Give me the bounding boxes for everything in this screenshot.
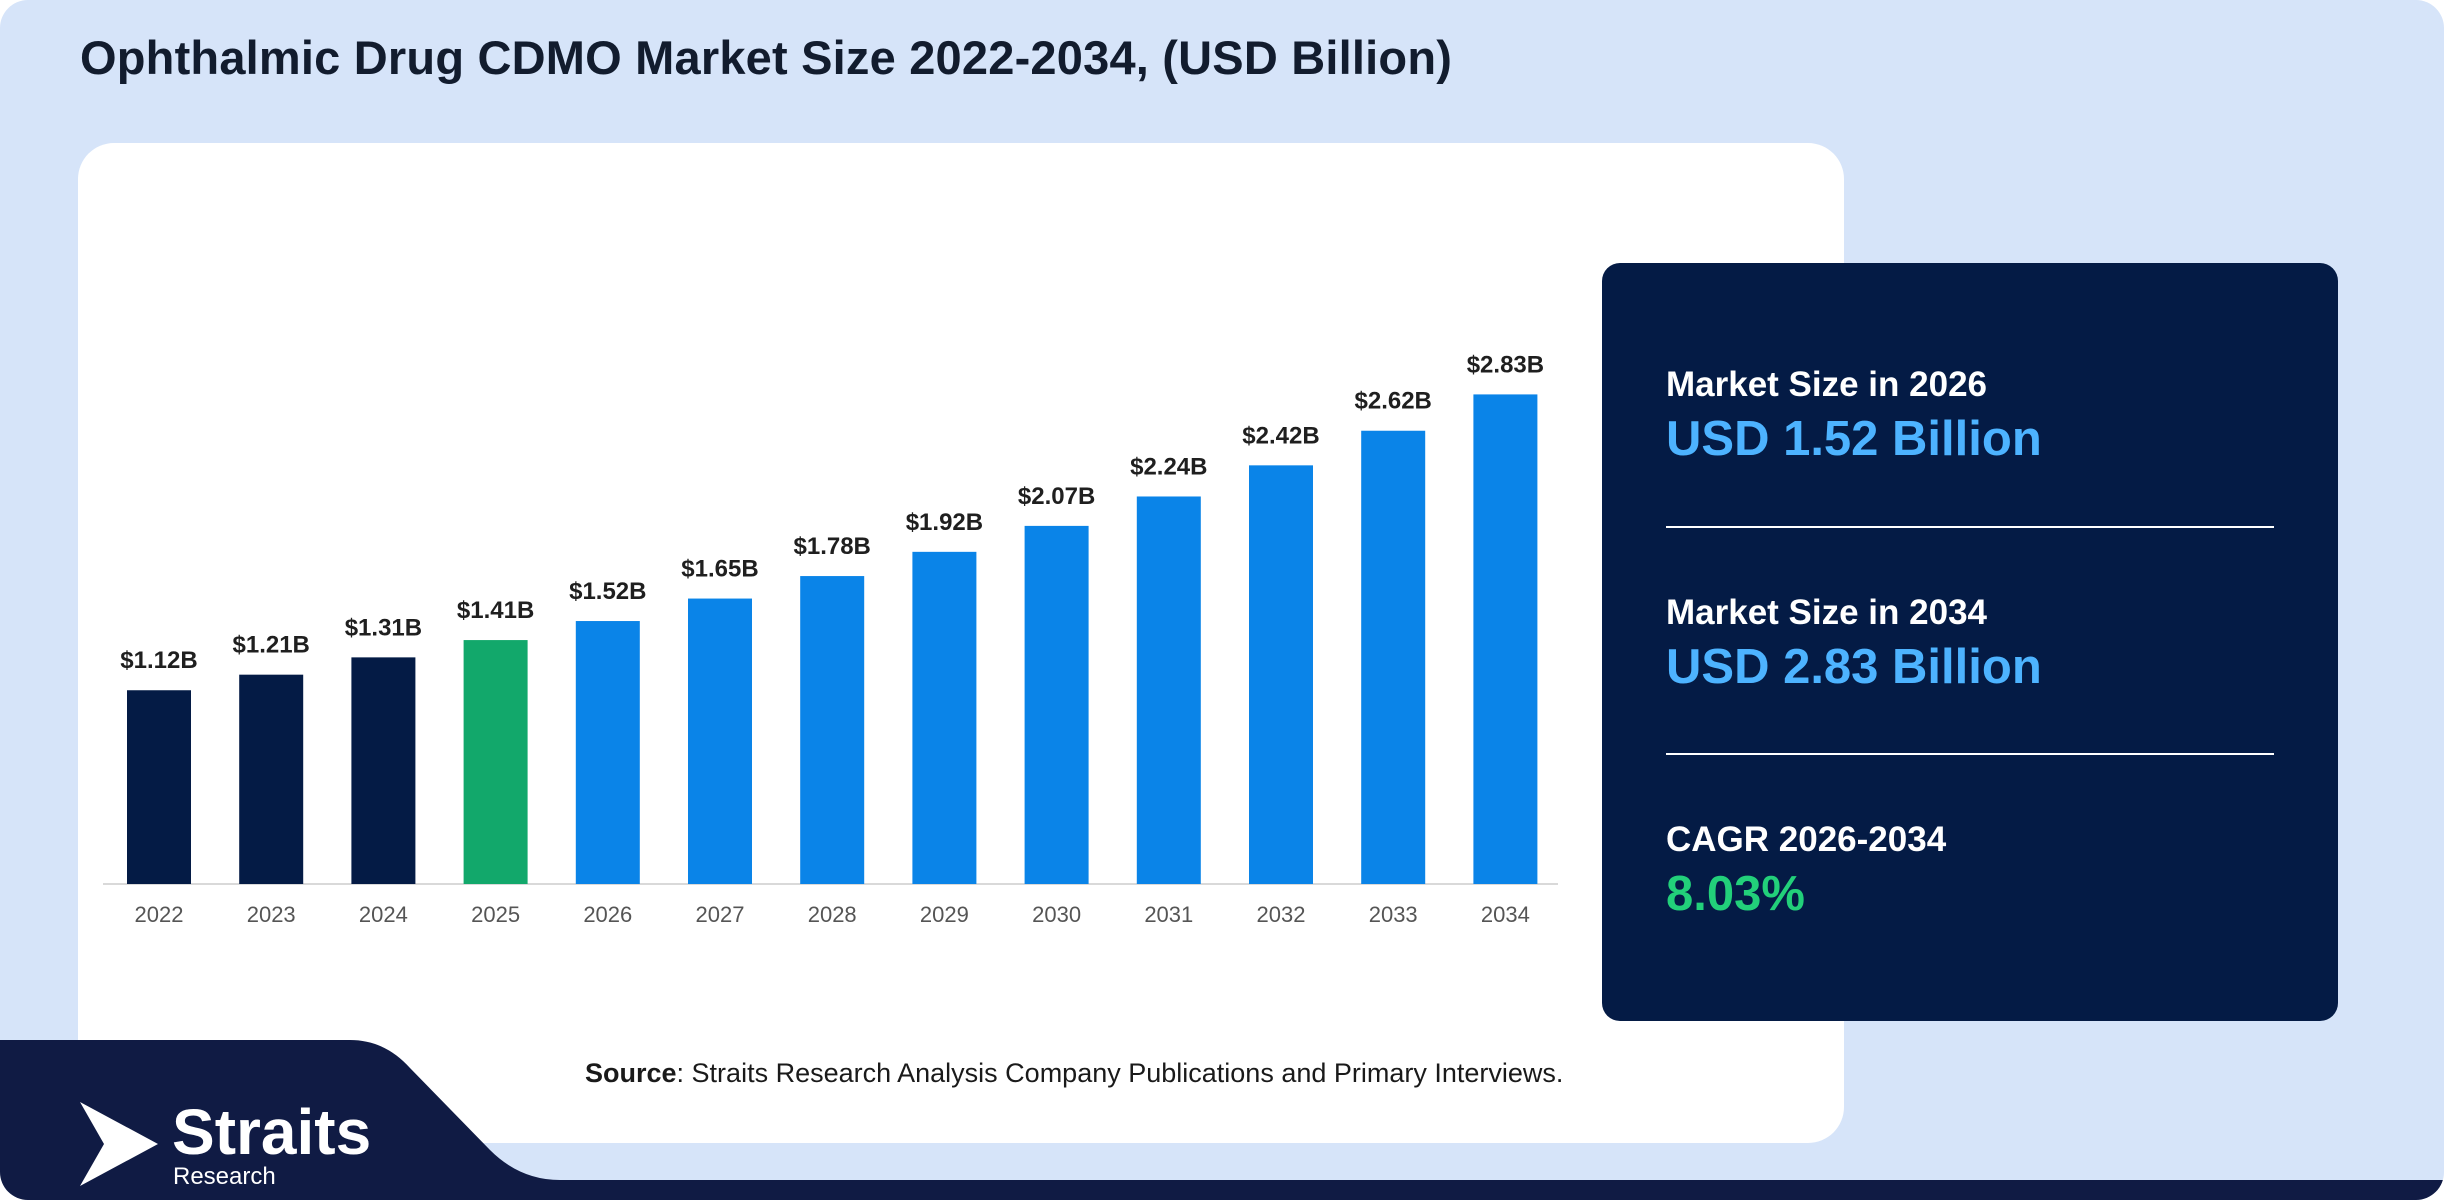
- data-label-2033: $2.62B: [1355, 388, 1432, 415]
- source-label: Source: [585, 1058, 677, 1088]
- logo-subtitle: Research: [173, 1163, 276, 1190]
- data-label-2030: $2.07B: [1018, 483, 1095, 510]
- market-size-2034-label: Market Size in 2034: [1666, 593, 1987, 632]
- data-label-2029: $1.92B: [906, 509, 983, 536]
- source-text: : Straits Research Analysis Company Publ…: [676, 1058, 1564, 1088]
- data-label-2032: $2.42B: [1242, 422, 1319, 449]
- bar-2024: [351, 657, 416, 884]
- x-tick-label-2029: 2029: [920, 902, 969, 927]
- straits-logo-icon: [80, 1102, 158, 1186]
- x-tick-label-2026: 2026: [583, 902, 632, 927]
- x-tick-label-2031: 2031: [1144, 902, 1193, 927]
- data-label-2024: $1.31B: [345, 614, 422, 641]
- market-size-2026-label: Market Size in 2026: [1666, 365, 1987, 404]
- bar-2032: [1249, 465, 1313, 884]
- x-tick-label-2027: 2027: [696, 902, 745, 927]
- bar-chart: $1.12B 2022 $1.21B 2023 $1.31B 2024 $1.41B 2025…: [103, 351, 1558, 927]
- page-title: Ophthalmic Drug CDMO Market Size 2022-20…: [80, 31, 1453, 84]
- x-tick-label-2034: 2034: [1481, 902, 1530, 927]
- cagr-label: CAGR 2026-2034: [1666, 820, 1947, 859]
- bar-2027: [688, 598, 752, 884]
- data-label-2028: $1.78B: [794, 533, 871, 560]
- bar-2033: [1361, 430, 1426, 884]
- x-tick-label-2025: 2025: [471, 902, 520, 927]
- x-tick-label-2033: 2033: [1369, 902, 1418, 927]
- x-tick-label-2022: 2022: [135, 902, 184, 927]
- bar-2034: [1473, 394, 1538, 884]
- data-label-2026: $1.52B: [569, 578, 646, 605]
- bar-2026: [575, 621, 640, 884]
- stats-panel: Market Size in 2026 USD 1.52 Billion Mar…: [1602, 263, 2338, 1021]
- stats-divider: [1666, 753, 2274, 755]
- bar-2028: [800, 576, 865, 884]
- x-tick-label-2030: 2030: [1032, 902, 1081, 927]
- x-tick-label-2024: 2024: [359, 902, 408, 927]
- bar-2023: [239, 674, 304, 884]
- bar-2030: [1024, 525, 1089, 884]
- bar-2025: [463, 640, 528, 884]
- x-tick-label-2028: 2028: [808, 902, 857, 927]
- source-note: Source: Straits Research Analysis Compan…: [585, 1058, 1563, 1089]
- market-size-2026-value: USD 1.52 Billion: [1666, 412, 2042, 466]
- data-label-2034: $2.83B: [1467, 351, 1544, 378]
- bar-2031: [1136, 496, 1201, 884]
- data-label-2022: $1.12B: [120, 647, 197, 674]
- bar-2029: [912, 551, 977, 884]
- data-label-2031: $2.24B: [1130, 453, 1207, 480]
- stats-divider: [1666, 526, 2274, 528]
- x-tick-label-2032: 2032: [1257, 902, 1306, 927]
- data-label-2025: $1.41B: [457, 597, 534, 624]
- data-label-2023: $1.21B: [233, 632, 310, 659]
- logo-name: Straits: [172, 1096, 372, 1168]
- x-tick-label-2023: 2023: [247, 902, 296, 927]
- data-label-2027: $1.65B: [681, 556, 758, 583]
- market-size-2034-value: USD 2.83 Billion: [1666, 640, 2042, 694]
- bar-2022: [127, 690, 191, 884]
- cagr-value: 8.03%: [1666, 867, 1805, 921]
